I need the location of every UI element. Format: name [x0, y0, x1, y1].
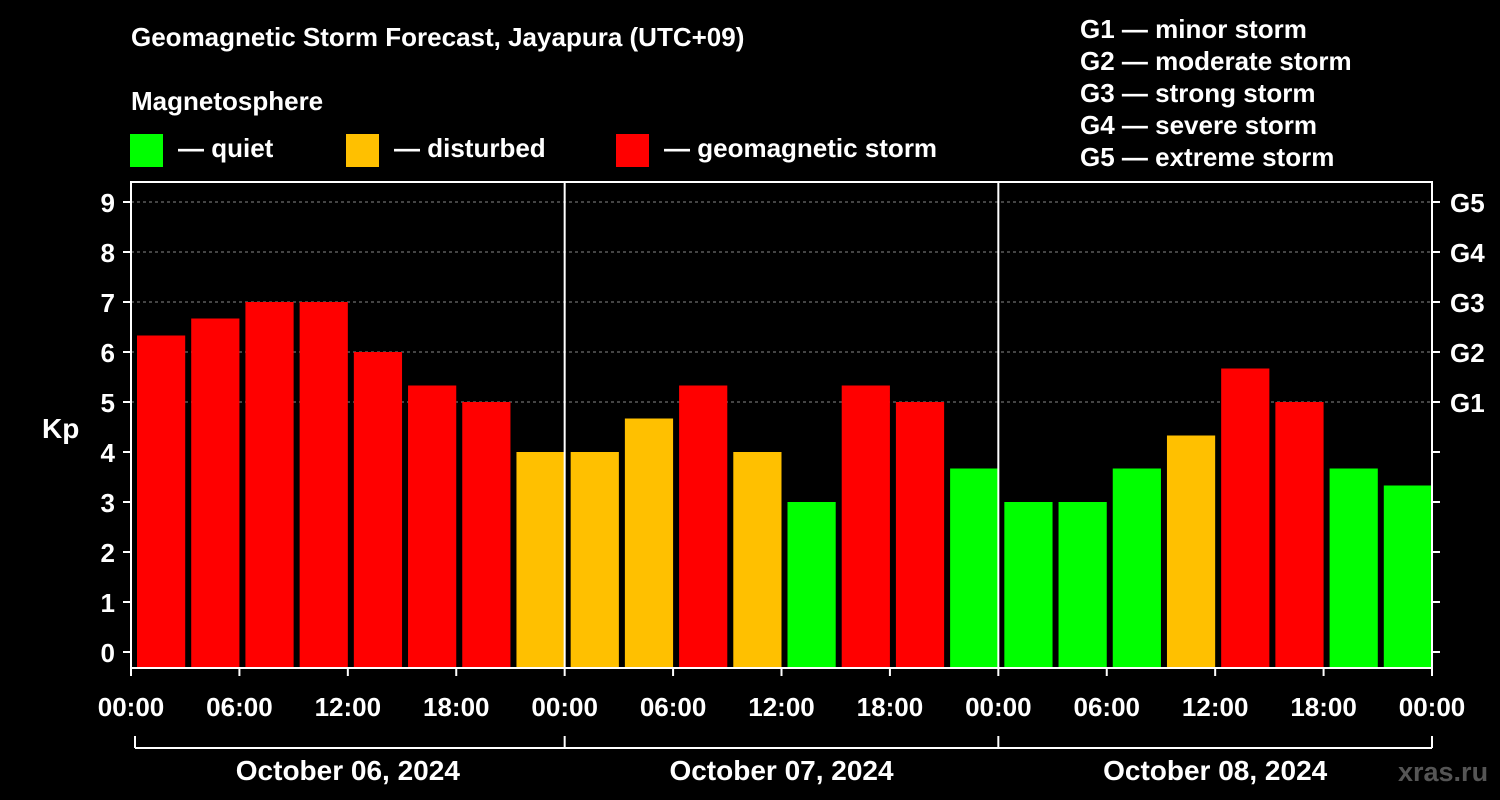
bar-0	[137, 335, 186, 668]
y-tick-label: 7	[101, 288, 115, 318]
g-scale-g5: G5 — extreme storm	[1080, 142, 1335, 172]
x-tick-label: 06:00	[640, 692, 707, 722]
watermark: xras.ru	[1398, 757, 1489, 787]
y-tick-label: 2	[101, 538, 115, 568]
bar-19	[1166, 435, 1216, 668]
g-scale-g3: G3 — strong storm	[1080, 78, 1316, 108]
y-tick-label: 1	[101, 588, 115, 618]
x-tick-label: 18:00	[857, 692, 924, 722]
bar-9	[624, 418, 674, 668]
bar-12	[787, 502, 836, 668]
x-tick-label: 12:00	[315, 692, 382, 722]
legend-label-quiet: — quiet	[178, 133, 274, 163]
bar-4	[353, 352, 403, 668]
x-tick-label: 00:00	[98, 692, 165, 722]
bar-3	[299, 302, 348, 668]
bar-22	[1329, 468, 1378, 668]
bar-5	[408, 385, 457, 668]
bar-20	[1221, 368, 1270, 668]
g-tick-label: G4	[1450, 238, 1485, 268]
bar-17	[1058, 502, 1107, 668]
y-tick-label: 4	[101, 438, 116, 468]
bar-6	[462, 402, 511, 668]
legend-swatch-storm	[616, 134, 649, 167]
bar-13	[841, 385, 890, 668]
g-tick-label: G5	[1450, 188, 1485, 218]
x-tick-label: 18:00	[1290, 692, 1357, 722]
bar-21	[1275, 402, 1324, 668]
g-tick-label: G1	[1450, 388, 1485, 418]
legend-label-storm: — geomagnetic storm	[664, 133, 938, 163]
bar-11	[733, 452, 782, 668]
chart-title: Geomagnetic Storm Forecast, Jayapura (UT…	[131, 22, 745, 52]
x-tick-label: 12:00	[1182, 692, 1249, 722]
legend-swatch-disturbed	[346, 134, 379, 167]
g-tick-label: G2	[1450, 338, 1485, 368]
x-tick-label: 06:00	[1074, 692, 1141, 722]
date-label: October 06, 2024	[236, 755, 461, 786]
x-tick-label: 06:00	[206, 692, 273, 722]
g-tick-label: G3	[1450, 288, 1485, 318]
x-tick-label: 00:00	[965, 692, 1032, 722]
y-tick-label: 3	[101, 488, 115, 518]
legend-label-disturbed: — disturbed	[394, 133, 546, 163]
y-axis-label: Kp	[42, 413, 79, 444]
y-tick-label: 9	[101, 188, 115, 218]
y-tick-label: 8	[101, 238, 115, 268]
y-tick-label: 6	[101, 338, 115, 368]
bar-23	[1383, 485, 1432, 668]
magnetosphere-heading: Magnetosphere	[131, 86, 324, 116]
legend-swatch-quiet	[130, 134, 163, 167]
x-tick-label: 00:00	[1399, 692, 1466, 722]
y-tick-label: 5	[101, 388, 115, 418]
x-tick-label: 12:00	[748, 692, 815, 722]
bar-10	[679, 385, 728, 668]
y-tick-label: 0	[101, 638, 115, 668]
bar-1	[191, 318, 240, 668]
bar-2	[245, 302, 294, 668]
g-scale-g1: G1 — minor storm	[1080, 14, 1307, 44]
g-scale-g4: G4 — severe storm	[1080, 110, 1318, 140]
x-tick-label: 18:00	[423, 692, 490, 722]
bar-7	[516, 452, 565, 668]
bar-8	[570, 452, 619, 668]
bar-16	[1004, 502, 1053, 668]
bar-14	[895, 402, 945, 668]
date-label: October 07, 2024	[669, 755, 894, 786]
x-tick-label: 00:00	[531, 692, 598, 722]
g-scale-g2: G2 — moderate storm	[1080, 46, 1352, 76]
bar-18	[1112, 468, 1161, 668]
bar-15	[950, 468, 999, 668]
date-label: October 08, 2024	[1103, 755, 1328, 786]
